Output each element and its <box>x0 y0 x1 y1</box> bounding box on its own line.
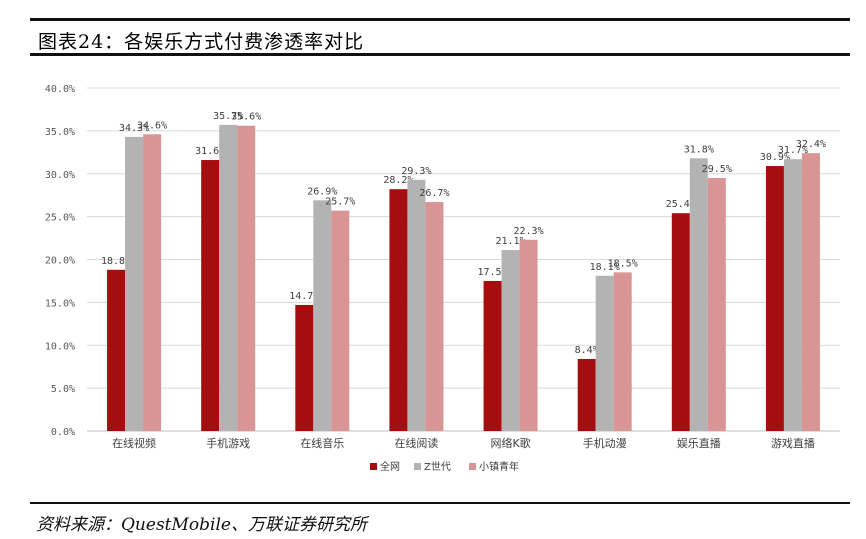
data-label: 31.6% <box>195 146 225 157</box>
legend-label: Z世代 <box>424 461 451 473</box>
data-label: 34.6% <box>137 120 167 131</box>
bar <box>331 210 350 431</box>
x-tick-label: 在线音乐 <box>300 436 344 450</box>
bar <box>519 239 538 431</box>
legend-label: 全网 <box>380 460 400 473</box>
figure-title-bar: 图表24：各娱乐方式付费渗透率对比 <box>30 18 850 56</box>
legend-swatch <box>469 463 476 470</box>
data-label: 31.8% <box>684 144 714 155</box>
data-label: 31.7% <box>778 145 808 156</box>
bar <box>425 202 444 431</box>
bar <box>783 159 802 432</box>
y-tick-label: 25.0% <box>45 213 75 224</box>
data-label: 35.7% <box>213 111 243 122</box>
data-label: 26.9% <box>307 186 337 197</box>
data-label: 18.5% <box>608 258 638 269</box>
bar <box>689 158 708 431</box>
bar <box>765 166 784 431</box>
data-label: 28.2% <box>383 175 413 186</box>
data-label: 26.7% <box>419 188 449 199</box>
bar <box>613 272 632 431</box>
data-label: 25.7% <box>325 197 355 208</box>
x-tick-label: 手机游戏 <box>206 436 250 450</box>
data-label: 25.4% <box>666 199 696 210</box>
bar <box>707 178 726 431</box>
data-label: 30.9% <box>760 152 790 163</box>
x-tick-label: 网络K歌 <box>490 436 530 450</box>
x-tick-label: 游戏直播 <box>771 436 815 450</box>
legend-swatch <box>370 463 377 470</box>
data-label: 17.5% <box>478 267 508 278</box>
data-label: 29.3% <box>401 166 431 177</box>
data-label: 14.7% <box>289 291 319 302</box>
x-tick-label: 在线视频 <box>112 436 156 450</box>
data-label: 18.1% <box>590 262 620 273</box>
bar <box>125 136 144 431</box>
bar <box>801 153 820 432</box>
data-label: 35.6% <box>231 112 261 123</box>
source-bar: 资料来源：QuestMobile、万联证券研究所 <box>30 502 850 539</box>
bar <box>107 269 126 431</box>
y-tick-label: 5.0% <box>51 384 75 395</box>
data-label: 34.3% <box>119 123 149 134</box>
x-tick-label: 在线阅读 <box>394 436 438 450</box>
y-tick-label: 40.0% <box>45 84 75 95</box>
bar <box>577 358 596 431</box>
data-label: 18.8% <box>101 256 131 267</box>
data-label: 29.5% <box>702 164 732 175</box>
bar <box>201 160 220 431</box>
y-tick-label: 15.0% <box>45 298 75 309</box>
bar <box>501 250 520 431</box>
y-tick-label: 35.0% <box>45 127 75 138</box>
x-tick-label: 娱乐直播 <box>677 436 721 450</box>
bar <box>389 189 408 431</box>
data-label: 32.4% <box>796 139 826 150</box>
bar <box>407 179 426 431</box>
bar <box>595 275 614 431</box>
bar <box>219 124 238 431</box>
figure-title: 图表24：各娱乐方式付费渗透率对比 <box>38 31 365 53</box>
bar <box>237 125 256 431</box>
data-label: 22.3% <box>514 226 544 237</box>
y-tick-label: 10.0% <box>45 341 75 352</box>
x-tick-label: 手机动漫 <box>583 436 627 450</box>
source-note: 资料来源：QuestMobile、万联证券研究所 <box>36 515 367 535</box>
data-label: 8.4% <box>575 345 599 356</box>
bar <box>313 200 332 431</box>
bar <box>671 213 690 431</box>
bar <box>483 280 502 431</box>
bar <box>143 134 162 431</box>
y-tick-label: 20.0% <box>45 256 75 267</box>
data-label: 21.1% <box>496 236 526 247</box>
legend-label: 小镇青年 <box>479 460 519 473</box>
bar <box>295 304 314 431</box>
y-tick-label: 0.0% <box>51 427 75 438</box>
legend-swatch <box>414 463 421 470</box>
y-tick-label: 30.0% <box>45 170 75 181</box>
